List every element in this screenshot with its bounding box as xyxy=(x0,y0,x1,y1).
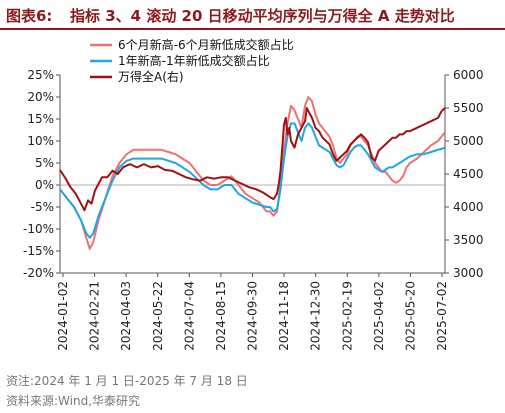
y-left-tick-label: 0% xyxy=(35,178,54,192)
y-right-tick-label: 3500 xyxy=(453,233,484,247)
x-tick-label: 2024-05-22 xyxy=(151,281,165,351)
legend-label-3: 万得全A(右) xyxy=(118,69,184,84)
y-right-tick-label: 6000 xyxy=(453,68,484,82)
x-tick-label: 2024-08-15 xyxy=(214,281,228,351)
x-axis: 2024-01-02 2024-02-21 2024-04-03 2024-05-22… xyxy=(56,273,449,351)
x-tick-label: 2025-05-20 xyxy=(403,281,417,351)
x-tick-label: 2024-04-03 xyxy=(119,281,133,351)
x-tick-label: 2025-02-19 xyxy=(340,281,354,351)
series-line-3 xyxy=(59,107,446,212)
y-right-tick-label: 5000 xyxy=(453,134,484,148)
x-tick-label: 2025-07-02 xyxy=(435,281,449,351)
x-tick-label: 2024-07-04 xyxy=(182,281,196,351)
y-left-tick-label: 10% xyxy=(27,134,54,148)
legend-label-2: 1年新高-1年新低成交额占比 xyxy=(118,53,270,68)
y-right-axis: 6000 5500 5000 4500 4000 3500 3000 xyxy=(445,68,484,280)
figure-header: 图表6: 指标 3、4 滚动 20 日移动平均序列与万得全 A 走势对比 xyxy=(0,0,505,30)
y-left-tick-label: -10% xyxy=(23,222,54,236)
x-tick-label: 2024-02-21 xyxy=(88,281,102,351)
y-left-tick-label: 15% xyxy=(27,112,54,126)
date-range-note: 资注:2024 年 1 月 1 日-2025 年 7 月 18 日 xyxy=(6,374,248,388)
figure-label: 图表6: xyxy=(6,7,53,25)
y-left-tick-label: 20% xyxy=(27,90,54,104)
legend-label-1: 6个月新高-6个月新低成交额占比 xyxy=(118,37,294,52)
x-tick-label: 2025-04-02 xyxy=(372,281,386,351)
y-right-tick-label: 5500 xyxy=(453,101,484,115)
source-note: 资料来源:Wind,华泰研究 xyxy=(6,394,141,408)
x-tick-label: 2024-11-18 xyxy=(277,281,291,351)
y-left-axis: 25% 20% 15% 10% 5% 0% -5% -10% -15% -20% xyxy=(23,68,60,280)
series-line-2 xyxy=(59,122,446,239)
x-tick-label: 2024-01-02 xyxy=(56,281,70,351)
chart-svg: 25% 20% 15% 10% 5% 0% -5% -10% -15% -20% 6000 5500… xyxy=(23,37,484,351)
y-right-tick-label: 4500 xyxy=(453,167,484,181)
series-line-1 xyxy=(59,96,446,250)
y-left-tick-label: 5% xyxy=(35,156,54,170)
x-tick-label: 2024-12-30 xyxy=(309,281,323,351)
figure-title: 指标 3、4 滚动 20 日移动平均序列与万得全 A 走势对比 xyxy=(70,7,455,25)
y-left-tick-label: -20% xyxy=(23,266,54,280)
y-right-tick-label: 3000 xyxy=(453,266,484,280)
y-left-tick-label: 25% xyxy=(27,68,54,82)
x-tick-label: 2024-09-30 xyxy=(246,281,260,351)
y-right-tick-label: 4000 xyxy=(453,200,484,214)
y-left-tick-label: -5% xyxy=(31,200,54,214)
y-left-tick-label: -15% xyxy=(23,244,54,258)
series-layer xyxy=(59,96,446,250)
